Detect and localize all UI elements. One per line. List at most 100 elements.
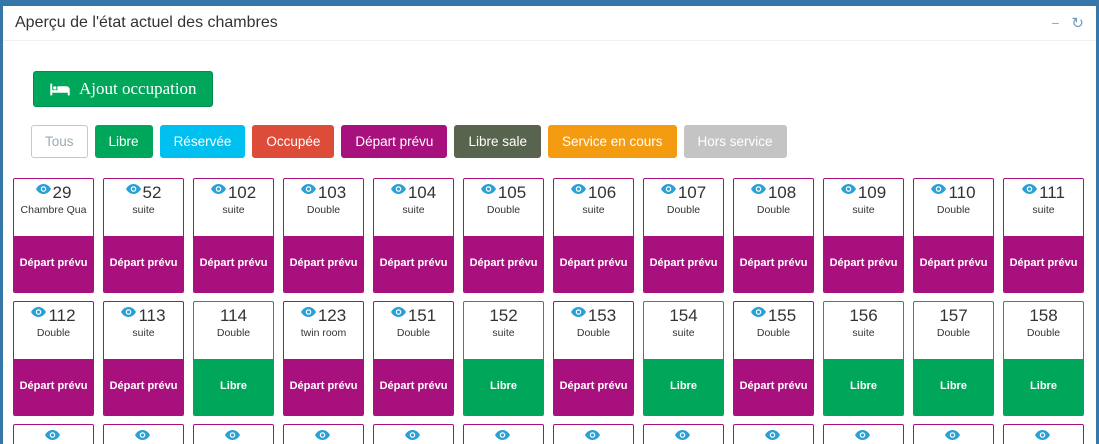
eye-icon[interactable] (931, 184, 947, 194)
filter-libre[interactable]: Libre (94, 125, 153, 158)
room-card-top (104, 425, 183, 444)
eye-icon[interactable] (405, 430, 420, 440)
room-card-104[interactable]: 104 suite Départ prévu (373, 178, 454, 293)
room-number: 157 (939, 306, 968, 325)
room-number: 112 (48, 306, 76, 325)
eye-icon[interactable] (135, 430, 150, 440)
filter-hors-service[interactable]: Hors service (683, 125, 787, 158)
filter-reservee[interactable]: Réservée (159, 125, 246, 158)
eye-icon[interactable] (585, 430, 600, 440)
room-card-158[interactable]: 158 Double Libre (1003, 301, 1084, 416)
room-card-111[interactable]: 111 suite Départ prévu (1003, 178, 1084, 293)
add-occupation-button[interactable]: Ajout occupation (33, 71, 213, 107)
room-card-151[interactable]: 151 Double Départ prévu (373, 301, 454, 416)
eye-icon[interactable] (1035, 430, 1050, 440)
filter-occupee[interactable]: Occupée (252, 125, 335, 158)
room-card-103[interactable]: 103 Double Départ prévu (283, 178, 364, 293)
room-card-123[interactable]: 123 twin room Départ prévu (283, 301, 364, 416)
eye-icon[interactable] (765, 430, 780, 440)
room-status-badge: Départ prévu (464, 236, 543, 292)
filter-tous[interactable]: Tous (31, 125, 88, 158)
room-card-107[interactable]: 107 Double Départ prévu (643, 178, 724, 293)
room-number: 104 (407, 183, 437, 202)
room-card-108[interactable]: 108 Double Départ prévu (733, 178, 814, 293)
eye-icon[interactable] (750, 184, 766, 194)
eye-icon[interactable] (495, 430, 510, 440)
room-card-top: 52 suite (104, 179, 183, 236)
room-card[interactable]: Départ prévu (103, 424, 184, 444)
room-type: suite (402, 204, 425, 217)
eye-icon[interactable] (210, 184, 226, 194)
room-card[interactable]: Départ prévu (733, 424, 814, 444)
eye-icon[interactable] (300, 184, 316, 194)
room-status-badge: Départ prévu (104, 236, 183, 292)
room-card-106[interactable]: 106 suite Départ prévu (553, 178, 634, 293)
room-number: 29 (52, 183, 72, 202)
eye-icon[interactable] (480, 184, 496, 194)
room-card-top: 123 twin room (284, 302, 363, 359)
room-type: suite (672, 327, 695, 340)
room-card-top: 151 Double (374, 302, 453, 359)
room-card-110[interactable]: 110 Double Départ prévu (913, 178, 994, 293)
room-status-badge: Libre (644, 359, 723, 415)
room-card-154[interactable]: 154 suite Libre (643, 301, 724, 416)
room-card-112[interactable]: 112 Double Départ prévu (13, 301, 94, 416)
eye-icon[interactable] (855, 430, 870, 440)
eye-icon[interactable] (570, 184, 586, 194)
collapse-button[interactable]: − (1051, 16, 1059, 30)
room-card[interactable]: Départ prévu (283, 424, 364, 444)
room-number: 105 (497, 183, 527, 202)
room-card-29[interactable]: 29 Chambre Qua Départ prévu (13, 178, 94, 293)
eye-icon[interactable] (31, 307, 47, 317)
eye-icon[interactable] (125, 184, 141, 194)
room-card[interactable]: Départ prévu (193, 424, 274, 444)
eye-icon[interactable] (660, 184, 676, 194)
room-card-top (464, 425, 543, 444)
room-card-114[interactable]: 114 Double Libre (193, 301, 274, 416)
room-card-top: 106 suite (554, 179, 633, 236)
room-card-113[interactable]: 113 suite Départ prévu (103, 301, 184, 416)
room-type: Double (936, 327, 971, 340)
eye-icon[interactable] (300, 307, 316, 317)
room-card[interactable]: Départ prévu (823, 424, 904, 444)
eye-icon[interactable] (35, 184, 51, 194)
eye-icon[interactable] (570, 307, 586, 317)
eye-icon[interactable] (45, 430, 60, 440)
room-status-badge: Départ prévu (284, 236, 363, 292)
room-card-152[interactable]: 152 suite Libre (463, 301, 544, 416)
eye-icon[interactable] (121, 307, 137, 317)
room-card-155[interactable]: 155 Double Départ prévu (733, 301, 814, 416)
room-card[interactable]: Départ prévu (553, 424, 634, 444)
filter-service-en-cours[interactable]: Service en cours (547, 125, 677, 158)
eye-icon[interactable] (390, 184, 406, 194)
eye-icon[interactable] (945, 430, 960, 440)
filter-depart-prevu[interactable]: Départ prévu (341, 125, 448, 158)
room-card[interactable]: Départ prévu (13, 424, 94, 444)
room-card-156[interactable]: 156 suite Libre (823, 301, 904, 416)
add-occupation-label: Ajout occupation (79, 79, 197, 98)
room-card-153[interactable]: 153 Double Départ prévu (553, 301, 634, 416)
room-card-157[interactable]: 157 Double Libre (913, 301, 994, 416)
room-card-top (14, 425, 93, 444)
room-card[interactable]: Départ prévu (373, 424, 454, 444)
room-card-109[interactable]: 109 suite Départ prévu (823, 178, 904, 293)
eye-icon[interactable] (390, 307, 406, 317)
room-card-105[interactable]: 105 Double Départ prévu (463, 178, 544, 293)
eye-icon[interactable] (225, 430, 240, 440)
room-card[interactable]: Départ prévu (913, 424, 994, 444)
eye-icon[interactable] (675, 430, 690, 440)
room-type: suite (852, 204, 875, 217)
room-card[interactable]: Départ prévu (1003, 424, 1084, 444)
room-card-top: 29 Chambre Qua (14, 179, 93, 236)
room-card-52[interactable]: 52 suite Départ prévu (103, 178, 184, 293)
eye-icon[interactable] (750, 307, 766, 317)
eye-icon[interactable] (840, 184, 856, 194)
room-card[interactable]: Départ prévu (463, 424, 544, 444)
refresh-button[interactable]: ↻ (1071, 16, 1084, 31)
eye-icon[interactable] (315, 430, 330, 440)
room-card[interactable]: Départ prévu (643, 424, 724, 444)
room-card-102[interactable]: 102 suite Départ prévu (193, 178, 274, 293)
filter-libre-sale[interactable]: Libre sale (454, 125, 541, 158)
room-type: suite (492, 327, 515, 340)
eye-icon[interactable] (1022, 184, 1038, 194)
